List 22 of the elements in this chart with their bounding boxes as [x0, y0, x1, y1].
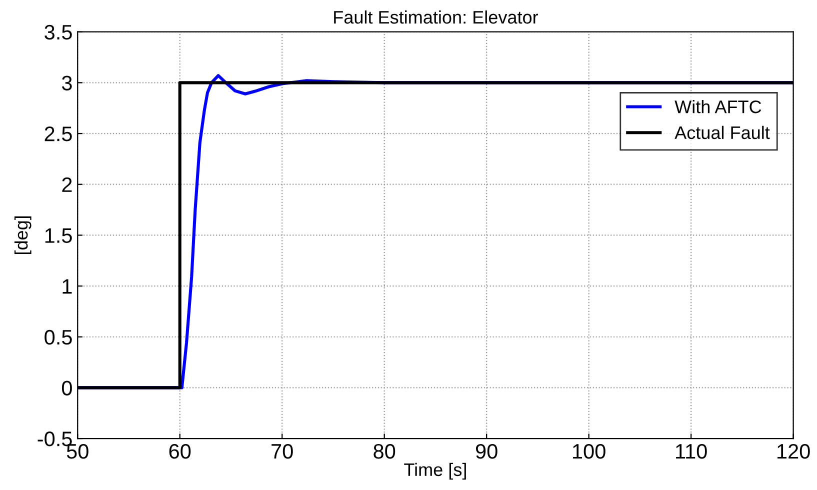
y-tick-label: 0 — [62, 380, 72, 396]
x-tick-label: 120 — [778, 444, 810, 459]
x-tick-label: 70 — [272, 444, 293, 459]
x-tick-label: 100 — [573, 444, 606, 459]
x-tick-label: 80 — [374, 444, 396, 459]
y-tick-label: 1.5 — [45, 228, 72, 243]
x-tick-label: 90 — [476, 444, 498, 459]
y-tick-label: 3.5 — [44, 24, 72, 40]
y-tick-label: 2 — [62, 177, 72, 192]
y-tick-label: -0.5 — [38, 432, 72, 446]
y-tick-label: 3 — [62, 76, 72, 90]
legend-label: Actual Fault — [674, 126, 770, 140]
chart-title: Fault Estimation: Elevator — [334, 10, 538, 24]
x-tick-label: 50 — [66, 444, 88, 459]
x-axis-title: Time [s] — [404, 462, 466, 480]
y-tick-label: 0.5 — [44, 330, 72, 345]
x-tick-label: 110 — [676, 444, 707, 459]
y-tick-label: 2.5 — [44, 126, 72, 142]
y-axis-title: [deg] — [14, 216, 32, 254]
legend-label: With AFTC — [674, 100, 762, 114]
x-tick-label: 60 — [169, 444, 191, 459]
y-tick-label: 1 — [62, 279, 72, 294]
